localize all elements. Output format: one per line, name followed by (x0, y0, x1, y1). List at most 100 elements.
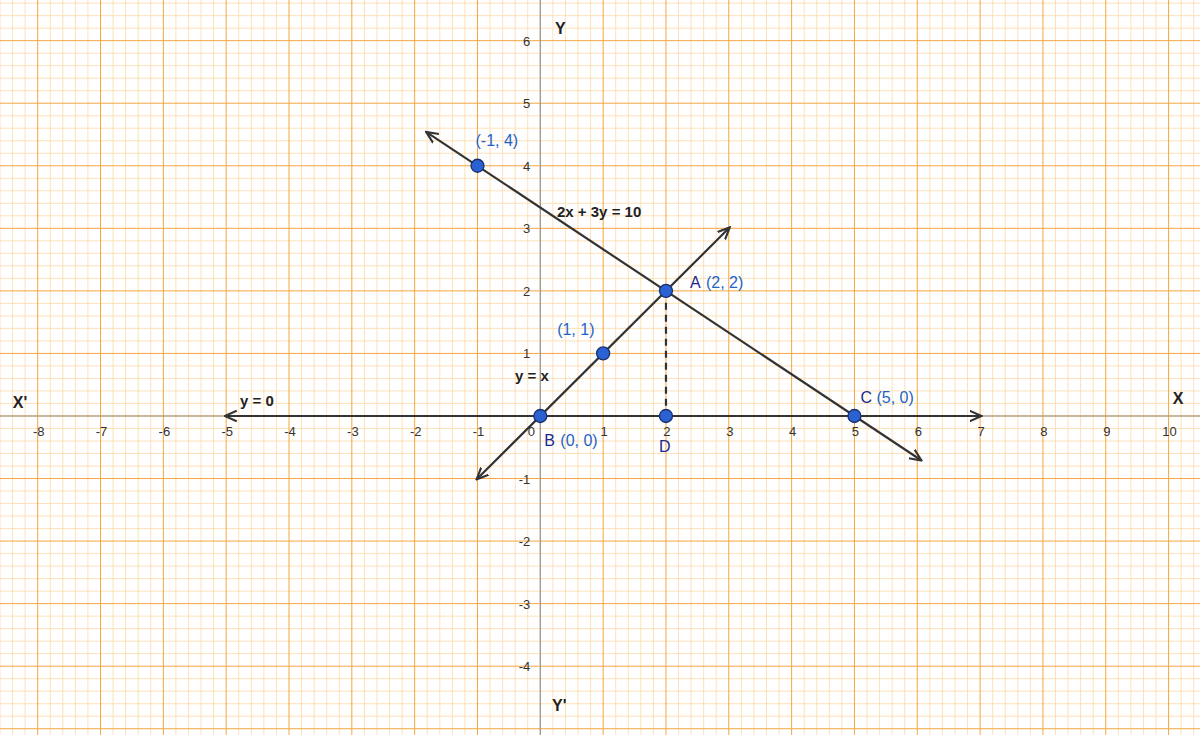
minor-grid-line (0, 703, 1200, 704)
y-tick-label: 4 (523, 159, 530, 174)
major-grid-line (477, 0, 478, 735)
x-tick-label: 6 (915, 424, 922, 439)
minor-grid-line (0, 90, 1200, 91)
minor-grid-line (0, 691, 1200, 692)
minor-grid-line (678, 0, 679, 735)
major-grid-line (351, 0, 352, 735)
minor-grid-line (0, 115, 1200, 116)
major-grid-line (728, 0, 729, 735)
minor-grid-line (0, 553, 1200, 554)
major-grid-line (1105, 0, 1106, 735)
minor-grid-line (552, 0, 553, 735)
minor-grid-line (829, 0, 830, 735)
minor-grid-line (0, 240, 1200, 241)
major-grid-line (226, 0, 227, 735)
line-label: y = 0 (240, 392, 274, 409)
line (665, 291, 667, 416)
axes (0, 0, 1200, 735)
x-tick-label: -4 (284, 424, 296, 439)
x-tick-label: 8 (1040, 424, 1047, 439)
minor-grid-line (125, 0, 126, 735)
major-grid-line (0, 478, 1200, 479)
minor-grid-line (87, 0, 88, 735)
major-grid-line (791, 0, 792, 735)
chart-root: -8-7-6-5-4-3-2-1012345678910-4-3-2-11234… (0, 0, 1200, 735)
minor-grid-line (867, 0, 868, 735)
minor-grid-line (578, 0, 579, 735)
minor-grid-line (0, 153, 1200, 154)
major-grid-line (0, 666, 1200, 667)
minor-grid-line (904, 0, 905, 735)
minor-grid-line (1055, 0, 1056, 735)
x-tick-label: -7 (96, 424, 108, 439)
minor-grid-line (364, 0, 365, 735)
minor-grid-line (0, 328, 1200, 329)
minor-grid-line (0, 178, 1200, 179)
y-tick-label: 5 (523, 96, 530, 111)
x-tick-label: -5 (221, 424, 233, 439)
minor-grid-line (0, 503, 1200, 504)
minor-grid-line (0, 378, 1200, 379)
minor-grid-line (1005, 0, 1006, 735)
point-label: (2, 2) (706, 274, 743, 291)
major-grid-line (0, 103, 1200, 104)
minor-grid-line (0, 591, 1200, 592)
minor-grid-line (942, 0, 943, 735)
line (226, 415, 980, 417)
minor-grid-line (0, 491, 1200, 492)
minor-grid-line (150, 0, 151, 735)
minor-grid-line (138, 0, 139, 735)
major-grid-line (37, 0, 38, 735)
minor-grid-line (276, 0, 277, 735)
major-grid-line (0, 40, 1200, 41)
minor-grid-line (1068, 0, 1069, 735)
minor-grid-line (1181, 0, 1182, 735)
minor-grid-line (12, 0, 13, 735)
axis-labels: XX'YY' (13, 20, 1184, 714)
minor-grid-line (640, 0, 641, 735)
minor-grid-line (251, 0, 252, 735)
minor-grid-line (427, 0, 428, 735)
point-label: (5, 0) (876, 389, 913, 406)
minor-grid-line (766, 0, 767, 735)
point-labels: (-1, 4)(1, 1)A(2, 2)B(0, 0)C(5, 0)D (475, 132, 913, 455)
minor-grid-line (0, 403, 1200, 404)
minor-grid-line (741, 0, 742, 735)
minor-grid-line (1130, 0, 1131, 735)
x-tick-label: 5 (852, 424, 859, 439)
minor-grid-line (628, 0, 629, 735)
minor-grid-line (0, 28, 1200, 29)
minor-grid-line (879, 0, 880, 735)
plot-area (226, 133, 980, 479)
point-label: (-1, 4) (475, 132, 518, 149)
minor-grid-line (0, 528, 1200, 529)
minor-grid-line (464, 0, 465, 735)
minor-grid-line (301, 0, 302, 735)
major-grid-line (0, 228, 1200, 229)
minor-grid-line (0, 641, 1200, 642)
point-label: (1, 1) (557, 321, 594, 338)
line-label: y = x (515, 367, 549, 384)
point (848, 409, 861, 422)
point (659, 409, 672, 422)
x-tick-label: 3 (726, 424, 733, 439)
major-grid-line (0, 541, 1200, 542)
minor-grid-line (113, 0, 114, 735)
line (477, 228, 728, 478)
x-tick-label: -6 (159, 424, 171, 439)
minor-grid-line (490, 0, 491, 735)
minor-grid-line (703, 0, 704, 735)
minor-grid-line (188, 0, 189, 735)
minor-grid-line (1093, 0, 1094, 735)
minor-grid-line (389, 0, 390, 735)
minor-grid-line (0, 678, 1200, 679)
minor-grid-line (0, 453, 1200, 454)
major-grid-line (665, 0, 666, 735)
major-grid-line (163, 0, 164, 735)
minor-grid-line (1193, 0, 1194, 735)
point-letter: B (544, 432, 555, 449)
axis-label: Y' (552, 697, 566, 714)
minor-grid-line (0, 365, 1200, 366)
minor-grid-line (967, 0, 968, 735)
minor-grid-line (615, 0, 616, 735)
